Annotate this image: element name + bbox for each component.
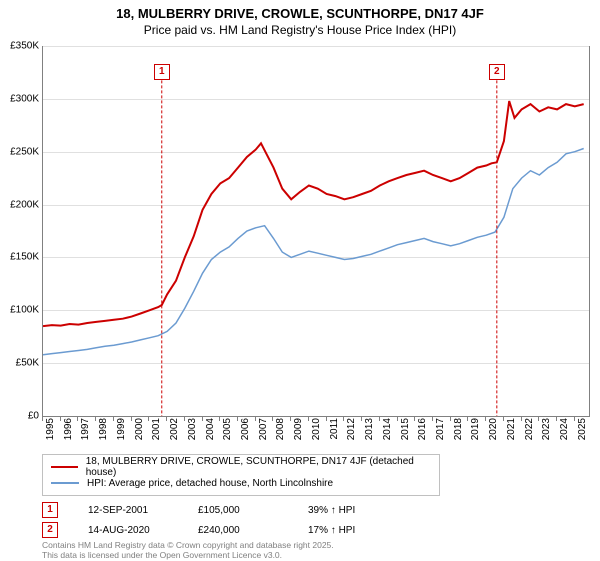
sale-row: 2 14-AUG-2020£240,00017% ↑ HPI	[42, 520, 418, 540]
x-tick	[95, 416, 96, 421]
x-axis-label: 2010	[311, 418, 322, 448]
x-tick	[485, 416, 486, 421]
x-tick	[77, 416, 78, 421]
legend-label: HPI: Average price, detached house, Nort…	[87, 478, 333, 489]
sale-delta: 39% ↑ HPI	[308, 505, 418, 516]
x-axis-label: 1999	[116, 418, 127, 448]
x-tick	[538, 416, 539, 421]
x-axis-label: 2017	[435, 418, 446, 448]
marker-1: 1	[154, 64, 170, 80]
marker-2: 2	[489, 64, 505, 80]
y-axis-label: £200K	[3, 199, 39, 210]
x-axis-label: 1995	[45, 418, 56, 448]
sales-table: 1 12-SEP-2001£105,00039% ↑ HPI 2 14-AUG-202…	[42, 500, 418, 540]
price-chart: 18, MULBERRY DRIVE, CROWLE, SCUNTHORPE, …	[0, 0, 600, 560]
x-axis-label: 2021	[506, 418, 517, 448]
sale-delta: 17% ↑ HPI	[308, 525, 418, 536]
legend: 18, MULBERRY DRIVE, CROWLE, SCUNTHORPE, …	[42, 454, 440, 496]
chart-subtitle: Price paid vs. HM Land Registry's House …	[0, 23, 600, 41]
x-tick	[521, 416, 522, 421]
x-axis-label: 2016	[417, 418, 428, 448]
x-tick	[219, 416, 220, 421]
x-axis-label: 2015	[400, 418, 411, 448]
x-axis-label: 2001	[151, 418, 162, 448]
x-axis-label: 1998	[98, 418, 109, 448]
sale-price: £240,000	[198, 525, 308, 536]
legend-item: 18, MULBERRY DRIVE, CROWLE, SCUNTHORPE, …	[51, 459, 431, 475]
x-tick	[184, 416, 185, 421]
x-tick	[131, 416, 132, 421]
x-axis-label: 2009	[293, 418, 304, 448]
x-axis-label: 2008	[275, 418, 286, 448]
x-tick	[503, 416, 504, 421]
x-axis-label: 2012	[346, 418, 357, 448]
x-tick	[60, 416, 61, 421]
x-tick	[237, 416, 238, 421]
x-tick	[432, 416, 433, 421]
sale-marker-icon: 1	[42, 502, 58, 518]
x-tick	[414, 416, 415, 421]
x-tick	[42, 416, 43, 421]
x-tick	[308, 416, 309, 421]
plot-area: 12	[42, 46, 590, 417]
x-axis-label: 1997	[80, 418, 91, 448]
x-tick	[290, 416, 291, 421]
series-line	[43, 149, 584, 355]
line-series	[43, 46, 589, 416]
x-axis-label: 2000	[134, 418, 145, 448]
footer-attribution: Contains HM Land Registry data © Crown c…	[42, 541, 334, 561]
legend-label: 18, MULBERRY DRIVE, CROWLE, SCUNTHORPE, …	[86, 456, 431, 478]
x-tick	[450, 416, 451, 421]
x-tick	[556, 416, 557, 421]
y-axis-label: £100K	[3, 305, 39, 316]
x-axis-label: 2007	[258, 418, 269, 448]
series-line	[43, 101, 584, 326]
x-tick	[379, 416, 380, 421]
x-tick	[397, 416, 398, 421]
x-tick	[113, 416, 114, 421]
x-axis-label: 2020	[488, 418, 499, 448]
x-tick	[272, 416, 273, 421]
x-tick	[255, 416, 256, 421]
x-axis-label: 2019	[470, 418, 481, 448]
x-tick	[361, 416, 362, 421]
x-axis-label: 2005	[222, 418, 233, 448]
x-axis-label: 2006	[240, 418, 251, 448]
sale-price: £105,000	[198, 505, 308, 516]
x-tick	[148, 416, 149, 421]
x-axis-label: 2003	[187, 418, 198, 448]
x-tick	[467, 416, 468, 421]
legend-swatch	[51, 466, 78, 468]
sale-row: 1 12-SEP-2001£105,00039% ↑ HPI	[42, 500, 418, 520]
legend-swatch	[51, 482, 79, 484]
x-tick	[326, 416, 327, 421]
x-axis-label: 2011	[329, 418, 340, 448]
x-tick	[166, 416, 167, 421]
y-axis-label: £0	[3, 411, 39, 422]
x-axis-label: 2014	[382, 418, 393, 448]
footer-line2: This data is licensed under the Open Gov…	[42, 551, 334, 561]
x-tick	[343, 416, 344, 421]
sale-date: 14-AUG-2020	[88, 525, 198, 536]
y-axis-label: £150K	[3, 252, 39, 263]
x-axis-label: 2024	[559, 418, 570, 448]
x-axis-label: 2023	[541, 418, 552, 448]
y-axis-label: £300K	[3, 93, 39, 104]
x-axis-label: 2022	[524, 418, 535, 448]
chart-title: 18, MULBERRY DRIVE, CROWLE, SCUNTHORPE, …	[0, 0, 600, 23]
x-axis-label: 2002	[169, 418, 180, 448]
y-axis-label: £50K	[3, 358, 39, 369]
y-axis-label: £350K	[3, 41, 39, 52]
x-tick	[202, 416, 203, 421]
x-tick	[574, 416, 575, 421]
x-axis-label: 2004	[205, 418, 216, 448]
y-axis-label: £250K	[3, 146, 39, 157]
x-axis-label: 2025	[577, 418, 588, 448]
x-axis-label: 1996	[63, 418, 74, 448]
x-axis-label: 2013	[364, 418, 375, 448]
sale-marker-icon: 2	[42, 522, 58, 538]
x-axis-label: 2018	[453, 418, 464, 448]
sale-date: 12-SEP-2001	[88, 505, 198, 516]
